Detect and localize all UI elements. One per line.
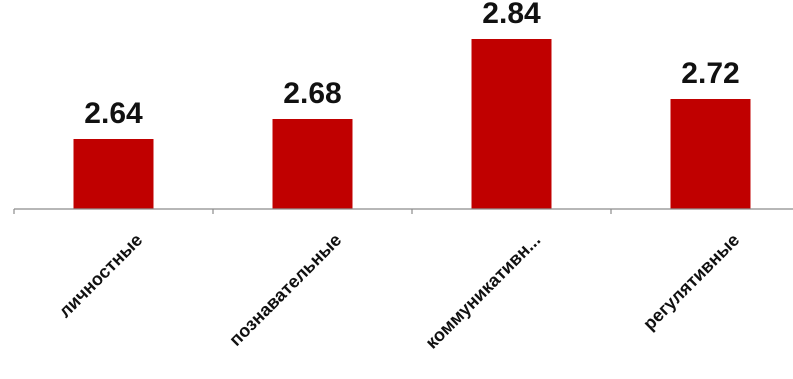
bar (73, 139, 154, 209)
category-labels-group: личностные познавательные коммуникативн...… (55, 230, 744, 353)
data-label: 2.68 (283, 77, 341, 110)
bar (471, 39, 552, 209)
category-label: личностные (55, 230, 147, 322)
x-axis-ticks-group (13, 209, 612, 214)
bars-group (73, 39, 751, 209)
bar (670, 99, 751, 209)
category-label: коммуникативн... (421, 230, 544, 353)
value-labels-group: 2.64 2.68 2.84 2.72 (84, 0, 739, 130)
data-label: 2.72 (681, 57, 739, 90)
category-label: познавательные (225, 230, 345, 350)
category-label: регулятивные (639, 230, 743, 334)
bar (272, 119, 353, 209)
data-label: 2.64 (84, 97, 143, 130)
data-label: 2.84 (482, 0, 541, 30)
